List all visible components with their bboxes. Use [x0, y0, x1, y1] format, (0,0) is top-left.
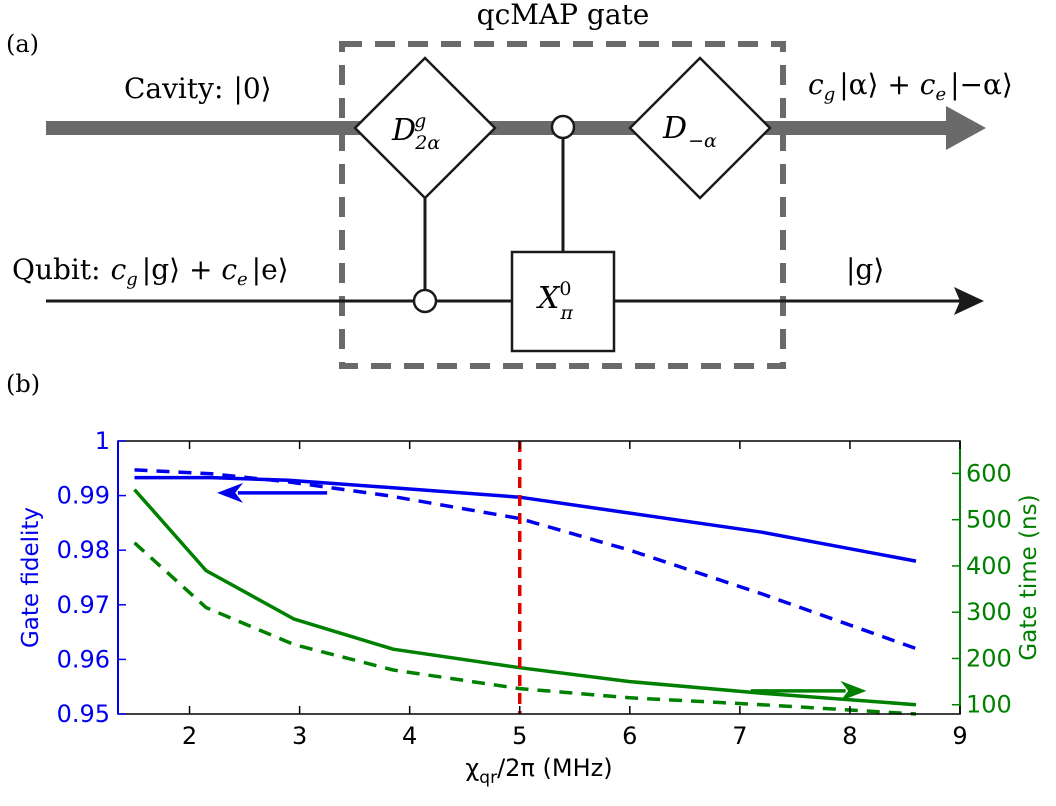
arrow-left-icon	[217, 482, 244, 503]
qubit-arrowhead-icon	[954, 287, 984, 315]
cavity-control-circle-icon	[550, 114, 576, 140]
gate-x-pi-label: X0 π	[536, 278, 573, 324]
qubit-control-circle-icon	[412, 288, 438, 314]
gate-d-2alpha-label: Dg 2α	[391, 110, 440, 154]
gate-d-minus-alpha-label: D−α	[662, 111, 717, 152]
right-tick-label: 500	[966, 506, 1012, 534]
right-axis-label: Gate time (ns)	[1016, 494, 1042, 660]
left-tick-label: 0.99	[57, 482, 110, 510]
right-tick-label: 400	[966, 552, 1012, 580]
x-tick-label: 5	[512, 722, 527, 750]
series-line-left-dashed	[134, 468, 917, 651]
arrow-right-icon	[840, 680, 867, 701]
cavity-arrowhead-icon	[946, 106, 986, 150]
x-tick-label: 7	[732, 722, 747, 750]
left-tick-label: 0.98	[57, 536, 110, 564]
series-line-right-dashed	[133, 541, 917, 716]
left-tick-label: 0.97	[57, 591, 110, 619]
x-tick-label: 6	[622, 722, 637, 750]
cavity-input-label: Cavity: |0⟩	[124, 72, 272, 105]
right-axis-ticks: 100 200 300 400 500 600	[952, 459, 1012, 719]
left-tick-label: 1	[95, 427, 110, 455]
right-tick-label: 200	[966, 644, 1012, 672]
series-line-left-solid	[134, 475, 917, 563]
x-tick-label: 2	[182, 722, 197, 750]
left-axis-ticks: 0.95 0.96 0.97 0.98 0.99 1	[57, 427, 126, 728]
panel-a-label: (a)	[6, 30, 39, 58]
gate-x-pi	[510, 250, 616, 353]
panel-b-label: (b)	[6, 370, 40, 398]
x-tick-label: 8	[842, 722, 857, 750]
qcmap-gate-box	[339, 41, 786, 369]
circuit-panel: (a) qcMAP gate Dg 2α D−α X0 π Cavity: |0⟩ c…	[6, 0, 1013, 369]
x-axis-label: χqr/2π (MHz)	[465, 754, 612, 788]
gate-d-2alpha	[353, 56, 497, 200]
gate-d-minus-alpha	[628, 56, 772, 200]
x-tick-label: 3	[292, 722, 307, 750]
qubit-input-label: Qubit: cg |g⟩ + ce |e⟩	[12, 253, 289, 290]
x-axis-ticks: 2 3 4 5 6 7 8 9	[182, 441, 968, 750]
x-tick-label: 9	[952, 722, 967, 750]
series-line-right-solid	[133, 488, 917, 707]
right-tick-label: 300	[966, 598, 1012, 626]
left-tick-label: 0.95	[57, 700, 110, 728]
chart-panel: (b) 2 3 4 5 6 7 8 9 0.95 0.96 0.97 0.98 0.99 1 100 20…	[6, 370, 1042, 788]
chart-series-group	[133, 468, 917, 716]
plot-frame	[117, 440, 961, 715]
left-axis-label: Gate fidelity	[18, 507, 44, 648]
chart-arrows-group	[217, 482, 867, 701]
cavity-output-state: cg |α⟩ + ce |−α⟩	[808, 68, 1013, 105]
right-tick-label: 600	[966, 459, 1012, 487]
x-tick-label: 4	[402, 722, 417, 750]
right-tick-label: 100	[966, 691, 1012, 719]
gate-title: qcMAP gate	[477, 0, 650, 31]
left-tick-label: 0.96	[57, 645, 110, 673]
qubit-output-state: |g⟩	[846, 253, 884, 286]
